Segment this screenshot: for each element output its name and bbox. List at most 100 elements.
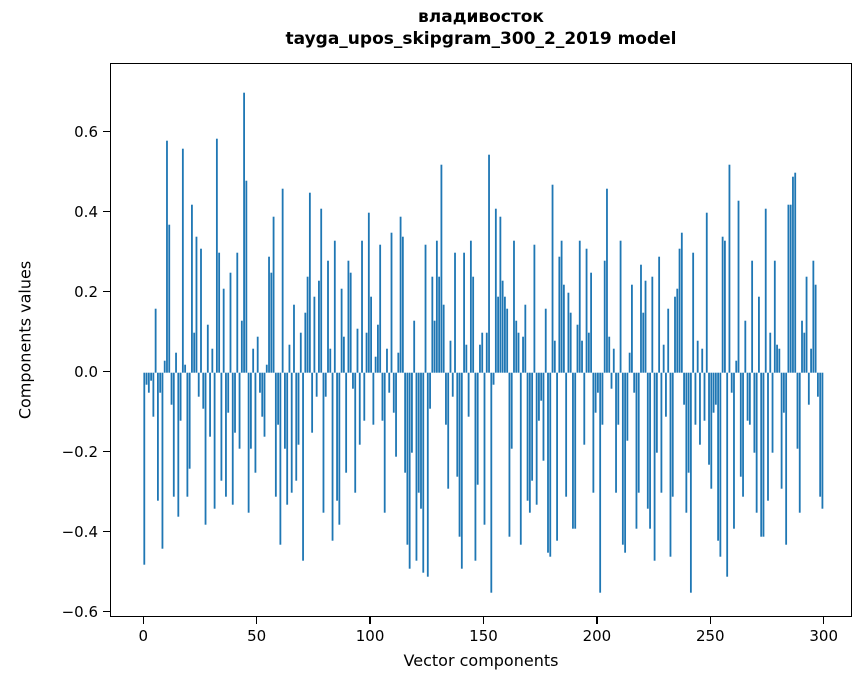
component-bar [547,372,549,553]
component-bar [737,200,740,373]
component-bar [492,372,495,385]
component-bar [318,280,320,373]
component-bar [274,372,277,497]
component-bar [422,372,425,573]
component-bar [481,332,484,373]
component-bar [215,138,218,373]
component-bar [601,372,604,425]
component-bar [177,372,180,517]
component-bar [771,372,774,453]
component-bar [640,264,642,373]
component-bar [710,372,713,489]
component-bar [665,372,667,417]
component-bar [506,308,509,373]
component-bar [735,360,738,373]
component-bar [574,372,577,529]
component-bar [692,252,695,373]
component-bar [433,320,436,373]
component-bar [386,348,388,373]
component-bar [415,372,418,561]
component-bar [456,372,459,477]
x-axis-label: Vector components [403,651,559,670]
component-bar [377,324,379,373]
bar-series [143,92,824,593]
component-bar [358,372,361,445]
component-bar [347,260,350,373]
component-bar [304,312,307,373]
component-bar [655,372,658,453]
component-bar [168,224,171,373]
component-bar [674,296,676,373]
component-bar [660,372,663,493]
component-bar [458,372,461,537]
component-bar [259,372,261,393]
component-bar [526,372,529,501]
component-bar [569,312,572,373]
component-bar [472,276,475,373]
y-tick-label: 0.2 [74,282,98,301]
component-bar [572,372,574,529]
component-bar [225,372,227,497]
y-tick-mark [103,530,110,533]
component-bar [181,148,184,373]
y-tick-mark [103,130,110,133]
component-bar [594,372,597,413]
component-bar [429,372,431,409]
component-bar [234,372,236,433]
component-bar [195,236,198,373]
component-bar [626,372,629,441]
component-bar [145,372,148,385]
component-bar [510,372,513,449]
component-bar [254,372,257,473]
component-bar [615,372,617,493]
component-bar [662,344,665,373]
component-bar [501,280,504,373]
component-bar [227,372,230,413]
component-bar [426,372,429,577]
component-bar [286,372,289,505]
component-bar [320,208,323,373]
component-bar [567,292,570,373]
component-bar [803,332,806,373]
component-bar [420,372,422,509]
component-bar [324,372,327,397]
component-bar [188,372,191,469]
component-bar [175,352,177,373]
component-bar [490,372,493,593]
component-bar [340,288,343,373]
component-bar [170,372,173,405]
component-bar [540,372,543,401]
component-bar [606,188,608,373]
component-bar [631,284,633,373]
component-bar [583,372,586,445]
component-bar [451,372,454,397]
component-bar [744,320,747,373]
component-bar [249,372,252,449]
component-bar [667,308,670,373]
component-bar [497,296,500,373]
component-bar [293,304,295,373]
component-bar [213,372,216,509]
component-bar [758,296,760,373]
component-bar [651,276,654,373]
component-bar [717,372,720,541]
component-bar [764,208,767,373]
component-bar [703,372,706,421]
component-bar [728,164,731,373]
component-bar [442,304,445,373]
component-bar [392,372,395,413]
component-bar [222,288,225,373]
component-bar [302,372,304,561]
component-bar [336,372,338,501]
component-bar [191,204,193,373]
component-bar [460,372,463,569]
component-bar [798,372,801,513]
component-bar [263,372,266,437]
component-bar [785,372,788,545]
component-bar [812,260,815,373]
component-bar [621,372,624,545]
component-bar [331,372,334,541]
component-bar [333,240,336,373]
component-bar [374,356,377,373]
